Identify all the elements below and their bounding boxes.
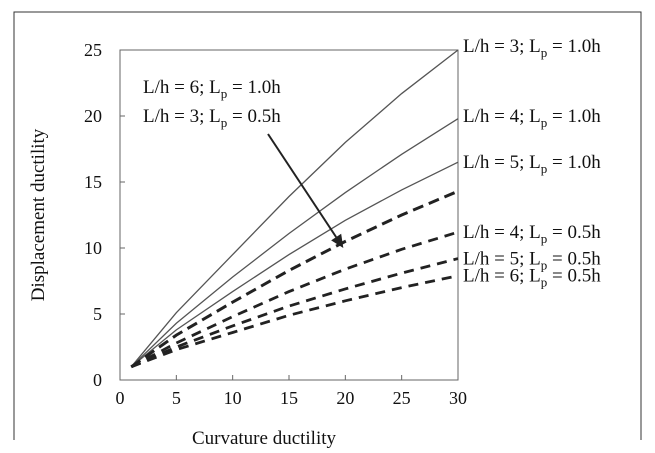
series-layer [130,49,459,369]
series-line-1 [130,49,459,368]
series-line-3 [130,161,459,368]
x-tick-label: 20 [336,388,354,408]
annotation-arrow [267,133,337,238]
series-line-7 [130,274,459,369]
y-tick-label: 5 [93,304,102,324]
series-line-2 [130,118,459,368]
series-end-label: L/h = 3; Lp = 1.0h [463,36,601,60]
y-tick-label: 10 [84,238,102,258]
x-axis-label: Curvature ductility [192,428,337,449]
x-tick-label: 5 [172,388,181,408]
y-tick-label: 15 [84,172,102,192]
series-line-4 [130,189,459,369]
plot-area [119,49,459,381]
series-end-label: L/h = 4; Lp = 1.0h [463,106,601,130]
x-tick-label: 10 [224,388,242,408]
ticks-layer: 0 5 10 15 20 25 30 0 5 10 15 20 25 [84,40,467,408]
series-end-label: L/h = 5; Lp = 0.5h [463,249,601,273]
series-end-label: L/h = 6; Lp = 0.5h [463,266,601,290]
labels-layer: L/h = 6; Lp = 1.0h L/h = 3; Lp = 0.5h L/h … [143,36,601,290]
annotation-arrow-head [331,233,344,248]
x-tick-label: 15 [280,388,298,408]
y-tick-label: 20 [84,106,102,126]
series-line-5 [130,230,459,369]
x-tick-label: 25 [393,388,411,408]
plot-annotation-label: L/h = 6; Lp = 1.0h [143,77,281,101]
y-tick-label: 25 [84,40,102,60]
plot-box [119,49,459,381]
x-tick-label: 0 [116,388,125,408]
series-end-label: L/h = 5; Lp = 1.0h [463,152,601,176]
y-axis-label: Displacement ductility [28,128,49,301]
plot-annotation-label: L/h = 3; Lp = 0.5h [143,106,281,130]
y-tick-label: 0 [93,370,102,390]
series-end-label: L/h = 4; Lp = 0.5h [463,222,601,246]
x-tick-label: 30 [449,388,467,408]
